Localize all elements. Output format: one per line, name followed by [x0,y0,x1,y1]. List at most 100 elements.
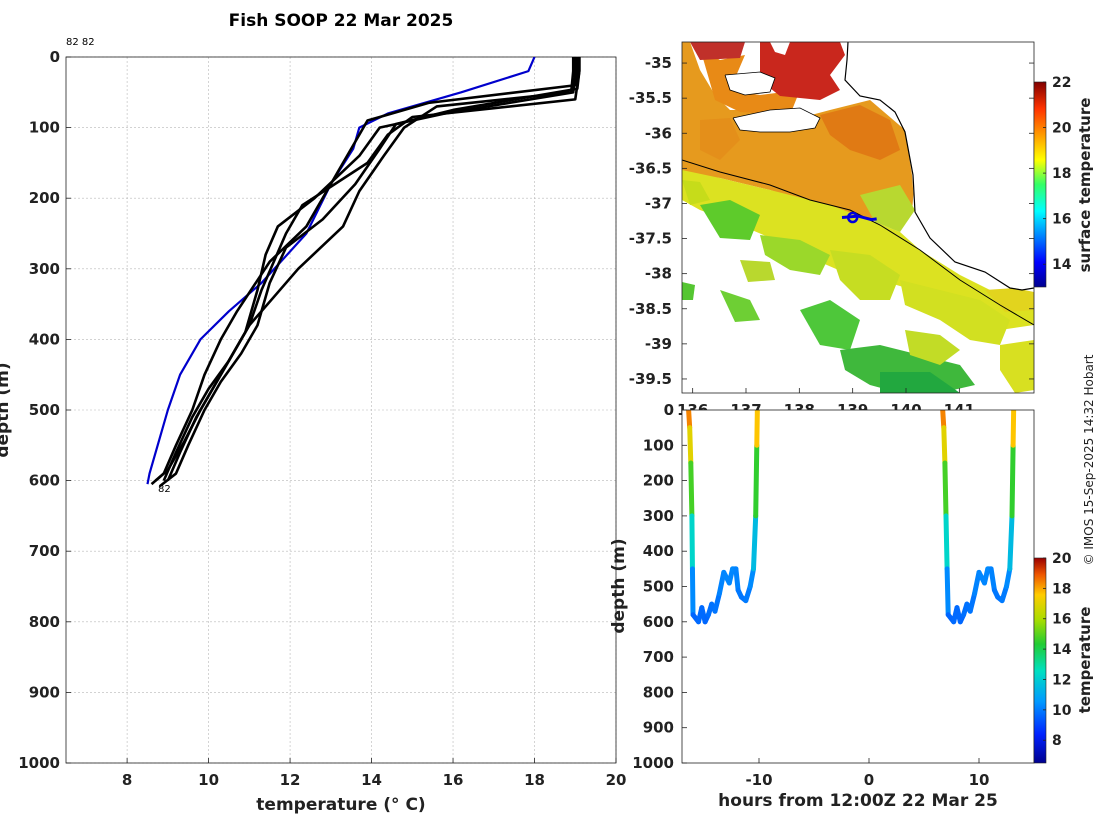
profile-xtick-label: 20 [606,771,627,789]
profile-line-2 [158,57,581,488]
island-outline [732,107,821,133]
dt-ytick-label: 400 [643,542,674,560]
temperature-colorbar-ticks: 8 10 12 14 16 18 20 [1043,551,1072,749]
depth-time-ylabel: depth (m) [609,538,629,633]
depth-time-seg-1 [1004,566,1013,589]
dt-ytick-label: 900 [643,719,674,737]
sst-cb-label: 22 [1052,75,1071,91]
sst-cb-label: 16 [1052,212,1071,228]
map-lat-label: -35 [645,54,672,72]
depth-time-seg-0 [747,566,756,589]
depth-time-seg-0 [754,410,760,448]
depth-time-seg-1 [1009,442,1016,519]
temp-cb-label: 18 [1052,581,1071,597]
profile-plot: 8 10 12 14 16 18 20010020030040050060070080090… [0,37,626,815]
profile-ytick-label: 100 [29,119,60,137]
profile-line-5 [166,57,575,482]
map-lat-label: -36.5 [629,159,672,177]
profile-line-0 [146,57,536,485]
dt-ytick-label: 300 [643,507,674,525]
profile-xtick-label: 10 [198,771,219,789]
sst-colorbar-label: surface temperature [1076,98,1094,273]
profile-xlabel: temperature (° C) [256,795,425,815]
depth-time-seg-1 [943,513,950,572]
profile-ytick-label: 800 [29,613,60,631]
depth-time-seg-1 [1007,513,1015,572]
depth-time-seg-0 [733,566,741,593]
map-lat-label: -37 [645,194,672,212]
map-lat-label: -35.5 [629,89,672,107]
depth-time-seg-1 [941,425,948,466]
depth-time-seg-1 [944,566,951,618]
map-lat-label: -38.5 [629,300,672,318]
sst-cb-label: 14 [1052,257,1072,273]
depth-time-seg-1 [942,460,949,519]
profile-xtick-label: 8 [122,771,132,789]
dt-ytick-label: 100 [643,436,674,454]
coastline [844,42,1034,291]
sst-cb-label: 18 [1052,166,1071,182]
depth-time-seg-0 [686,410,693,431]
temp-cb-label: 10 [1052,703,1072,719]
sst-colorbar [1033,81,1047,288]
dt-xtick-label: 10 [969,771,990,789]
profile-xtick-label: 16 [443,771,464,789]
temperature-colorbar-label: temperature [1076,607,1094,714]
dt-ytick-label: 0 [664,401,674,419]
depth-time-seg-1 [967,591,978,614]
temperature-colorbar [1033,557,1047,764]
dt-xtick-label: 0 [864,771,874,789]
profile-lines [146,57,581,488]
depth-time-seg-1 [1010,410,1017,448]
depth-time-xlabel: hours from 12:00Z 22 Mar 25 [718,791,998,811]
profile-ticks: 8 10 12 14 16 18 20010020030040050060070080090… [18,48,626,789]
profile-line-1 [150,57,579,486]
profile-xtick-label: 14 [361,771,382,789]
depth-time-seg-0 [687,425,694,466]
temp-cb-label: 12 [1052,672,1071,688]
annotation-top: 82 82 [66,37,95,48]
depth-time-seg-1 [940,410,947,431]
sst-colorbar-ticks: 14 16 18 20 22 [1043,75,1072,273]
profile-ytick-label: 200 [29,189,60,207]
dt-ytick-label: 1000 [632,754,674,772]
ship-track [841,214,877,222]
dt-xtick-label: -10 [745,771,772,789]
dt-ytick-label: 200 [643,472,674,490]
sst-map: -35 -35.5 -36 -36.5 -37 -37.5 -38 -38.5 -39 -39.5… [629,41,1094,419]
sst-cb-label: 20 [1052,121,1072,137]
profile-ytick-label: 600 [29,472,60,490]
map-lat-label: -38 [645,265,672,283]
depth-time-seg-0 [712,591,722,614]
sst-field [682,42,1034,393]
gulf-outline [724,71,776,96]
profile-ytick-label: 900 [29,683,60,701]
temp-cb-label: 20 [1052,551,1072,567]
map-lat-label: -39 [645,335,672,353]
map-lat-label: -36 [645,124,672,142]
dt-ytick-label: 800 [643,683,674,701]
depth-time-seg-0 [688,460,695,519]
temp-cb-label: 14 [1052,642,1072,658]
map-lat-label: -37.5 [629,230,672,248]
ship-position-marker [846,211,859,224]
depth-time-background [682,410,1034,763]
profile-xtick-label: 12 [280,771,301,789]
dt-ytick-label: 600 [643,613,674,631]
depth-time-seg-0 [689,566,696,618]
map-lat-label: -39.5 [629,370,672,388]
profile-ytick-label: 500 [29,401,60,419]
dt-ytick-label: 500 [643,578,674,596]
profile-line-3 [162,57,577,482]
depth-time-seg-1 [988,566,997,593]
profile-ytick-label: 400 [29,330,60,348]
figure-title: Fish SOOP 22 Mar 2025 [229,11,454,31]
profile-xtick-label: 18 [524,771,545,789]
profile-ytick-label: 1000 [18,754,60,772]
profile-ytick-label: 300 [29,260,60,278]
profile-grid [66,56,617,764]
depth-time-seg-0 [753,442,760,519]
